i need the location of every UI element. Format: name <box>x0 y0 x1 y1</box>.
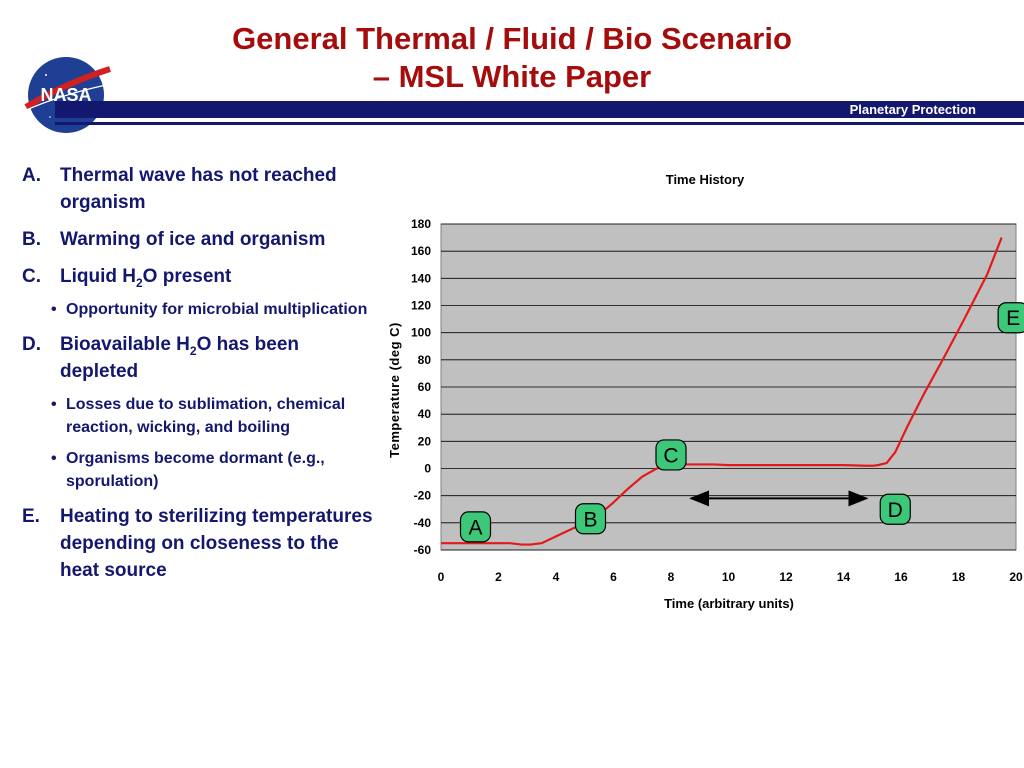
y-tick-label: 0 <box>424 462 431 476</box>
list-item-c: C. Liquid H2O present <box>22 263 382 290</box>
x-axis-title: Time (arbitrary units) <box>664 596 794 611</box>
y-tick-label: -40 <box>414 516 432 530</box>
title-line-1: General Thermal / Fluid / Bio Scenario <box>232 21 792 56</box>
callouts: A B C D E <box>459 302 1024 543</box>
list-item-text: Thermal wave has not reached organism <box>60 165 337 213</box>
gridlines <box>441 223 1016 551</box>
x-tick-label: 16 <box>894 570 908 584</box>
bullet-dot: • <box>51 450 57 467</box>
sub-item-d1: • Losses due to sublimation, chemical re… <box>22 393 382 439</box>
y-tick-labels: -60 -40 -20 0 20 40 60 80 100 120 140 160 180 <box>411 217 431 557</box>
y-tick-label: 40 <box>418 407 432 421</box>
x-tick-label: 4 <box>553 570 560 584</box>
y-tick-label: 100 <box>411 326 431 340</box>
list-marker: D. <box>22 334 41 355</box>
list-item-d: D. Bioavailable H2O has been depleted <box>22 331 382 385</box>
callout-label: C <box>663 444 678 467</box>
callout-a: A <box>459 511 492 543</box>
callout-e: E <box>997 302 1024 334</box>
list-marker: E. <box>22 506 40 527</box>
callout-box <box>997 302 1024 334</box>
header-band <box>55 101 1024 118</box>
x-tick-label: 6 <box>610 570 617 584</box>
sub-item-d2: • Organisms become dormant (e.g., sporul… <box>22 447 382 493</box>
list-item-b: B. Warming of ice and organism <box>22 226 382 253</box>
callout-box <box>574 503 607 535</box>
time-history-chart: -60 -40 -20 0 20 40 60 80 100 120 140 160 180 0 2 4 6 8 1… <box>387 172 1024 611</box>
x-tick-labels: 0 2 4 6 8 10 12 14 16 18 20 <box>438 570 1023 584</box>
header-divider <box>55 122 1024 125</box>
callout-d: D <box>879 493 911 525</box>
x-tick-label: 0 <box>438 570 445 584</box>
sub-item-c1: • Opportunity for microbial multiplicati… <box>22 298 382 321</box>
y-tick-label: 60 <box>418 380 432 394</box>
y-tick-label: -60 <box>414 543 432 557</box>
list-marker: A. <box>22 165 41 186</box>
list-item-text: Heating to sterilizing temperatures depe… <box>60 506 373 581</box>
chart-title: Time History <box>666 172 745 187</box>
callout-box <box>879 493 911 525</box>
y-tick-label: 20 <box>418 434 432 448</box>
callout-label: A <box>468 516 482 539</box>
logo-text: NASA <box>40 85 91 105</box>
y-axis-title: Temperature (deg C) <box>387 322 402 458</box>
y-tick-label: 160 <box>411 244 431 258</box>
sub-item-text: Organisms become dormant (e.g., sporulat… <box>66 450 325 490</box>
callout-box <box>459 511 492 543</box>
list-marker: C. <box>22 266 41 287</box>
band-label: Planetary Protection <box>849 102 976 117</box>
y-tick-label: -20 <box>414 489 432 503</box>
list-item-text: Warming of ice and organism <box>60 229 326 250</box>
callout-b: B <box>574 503 607 535</box>
y-tick-label: 80 <box>418 353 432 367</box>
x-tick-label: 12 <box>779 570 793 584</box>
page-title: General Thermal / Fluid / Bio Scenario –… <box>180 20 844 96</box>
title-line-2: – MSL White Paper <box>372 59 652 94</box>
x-tick-label: 18 <box>952 570 966 584</box>
x-tick-label: 20 <box>1009 570 1023 584</box>
callout-box <box>655 439 687 471</box>
callout-c: C <box>655 439 687 471</box>
bullet-list: A. Thermal wave has not reached organism… <box>22 162 382 594</box>
list-item-a: A. Thermal wave has not reached organism <box>22 162 382 216</box>
y-tick-label: 180 <box>411 217 431 231</box>
bullet-dot: • <box>51 396 57 413</box>
sub-item-text: Losses due to sublimation, chemical reac… <box>66 396 346 436</box>
x-tick-label: 8 <box>668 570 675 584</box>
x-tick-label: 10 <box>722 570 736 584</box>
bullet-dot: • <box>51 301 57 318</box>
callout-label: B <box>583 508 597 531</box>
y-tick-label: 120 <box>411 299 431 313</box>
sub-item-text: Opportunity for microbial multiplication <box>66 301 368 318</box>
list-item-text: Bioavailable H2O has been depleted <box>60 334 299 382</box>
callout-label: D <box>888 499 903 522</box>
y-tick-label: 140 <box>411 271 431 285</box>
list-item-text: Liquid H2O present <box>60 266 232 290</box>
list-item-e: E. Heating to sterilizing temperatures d… <box>22 503 382 584</box>
callout-label: E <box>1006 307 1020 330</box>
list-marker: B. <box>22 229 41 250</box>
x-tick-label: 2 <box>495 570 502 584</box>
x-tick-label: 14 <box>837 570 851 584</box>
